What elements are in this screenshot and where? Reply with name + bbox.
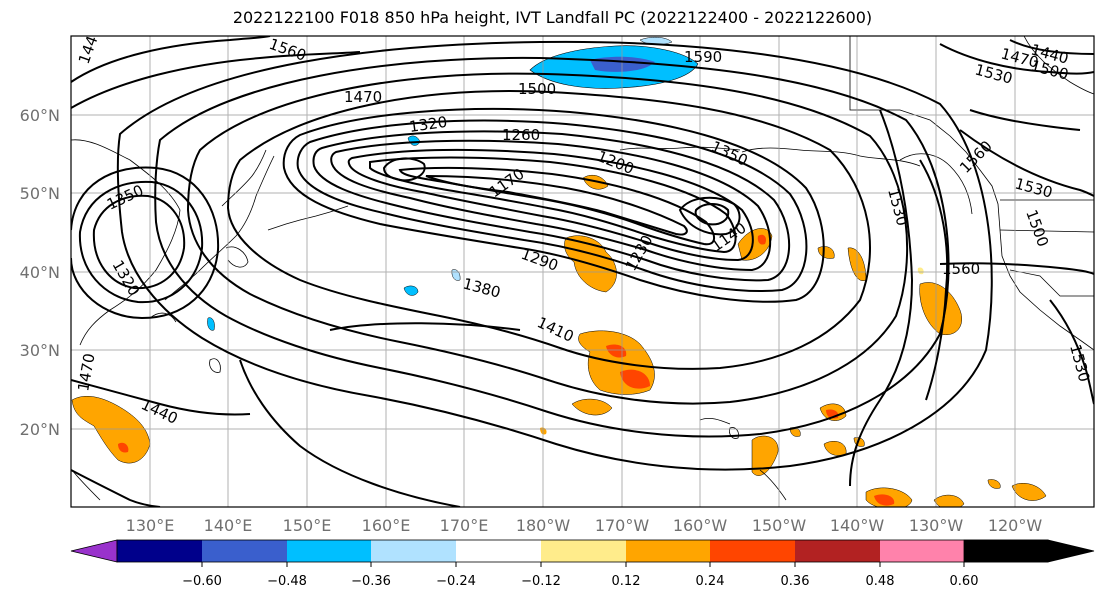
lon-tick-label: 150°E <box>283 516 332 535</box>
colorbar-bin <box>202 540 287 562</box>
colorbar-bin <box>626 540 710 562</box>
contour-label: 1320 <box>408 113 448 136</box>
colorbar-tick-labels: −0.60 −0.48 −0.36 −0.24 −0.12 0.12 0.24 … <box>182 574 978 589</box>
colorbar-tick-label: 0.36 <box>781 574 810 589</box>
colorbar-bin <box>287 540 371 562</box>
colorbar-bin <box>371 540 456 562</box>
colorbar-ticks <box>201 562 965 567</box>
lon-tick-label: 130°E <box>126 516 175 535</box>
lon-tick-label: 130°W <box>909 516 964 535</box>
colorbar-tick-label: −0.60 <box>182 574 222 589</box>
lon-tick-label: 150°W <box>752 516 807 535</box>
colorbar-bin <box>456 540 541 562</box>
height-contours <box>71 36 1094 507</box>
contour-label: 1470 <box>344 88 382 106</box>
lat-tick-label: 50°N <box>20 184 60 203</box>
colorbar-bin-min <box>70 539 118 563</box>
longitude-labels: 130°E 140°E 150°E 160°E 170°E 180°W 170°… <box>126 516 1043 535</box>
lon-tick-label: 160°E <box>362 516 411 535</box>
colorbar-tick-label: −0.48 <box>267 574 307 589</box>
colorbar: −0.60 −0.48 −0.36 −0.24 −0.12 0.12 0.24 … <box>70 539 1095 589</box>
political-borders <box>999 199 1094 297</box>
colorbar-tick-label: −0.36 <box>351 574 391 589</box>
lon-tick-label: 170°W <box>595 516 650 535</box>
colorbar-frame <box>116 539 1049 563</box>
colorbar-bin <box>795 540 880 562</box>
lon-tick-label: 180°W <box>516 516 571 535</box>
colorbar-bin-max <box>963 539 1095 563</box>
contour-label: 1500 <box>518 80 556 98</box>
map-title: 2022122100 F018 850 hPa height, IVT Land… <box>232 8 873 27</box>
lon-tick-label: 140°W <box>830 516 885 535</box>
colorbar-bin <box>541 540 626 562</box>
colorbar-bin <box>710 540 795 562</box>
lon-tick-label: 170°E <box>440 516 489 535</box>
colorbar-tick-label: −0.24 <box>436 574 476 589</box>
colorbar-tick-label: 0.12 <box>612 574 641 589</box>
lat-tick-label: 20°N <box>20 420 60 439</box>
contour-label: 1260 <box>502 126 540 144</box>
contour-label: 1590 <box>684 48 722 66</box>
colorbar-tick-label: −0.12 <box>521 574 561 589</box>
lon-tick-label: 160°W <box>673 516 728 535</box>
map-panel: 1440 1560 1470 1500 1590 1440 1470 1500 … <box>71 36 1094 507</box>
lat-tick-label: 60°N <box>20 106 60 125</box>
lon-tick-label: 120°W <box>988 516 1043 535</box>
latitude-labels: 60°N 50°N 40°N 30°N 20°N <box>20 106 60 439</box>
colorbar-tick-label: 0.24 <box>696 574 725 589</box>
lat-tick-label: 30°N <box>20 341 60 360</box>
lon-tick-label: 140°E <box>204 516 253 535</box>
colorbar-tick-label: 0.60 <box>950 574 979 589</box>
map-frame <box>70 35 1095 508</box>
colorbar-tick-label: 0.48 <box>866 574 895 589</box>
colorbar-bin <box>117 540 202 562</box>
colorbar-bin <box>880 540 964 562</box>
contour-label: 1560 <box>942 260 980 278</box>
lat-tick-label: 40°N <box>20 263 60 282</box>
